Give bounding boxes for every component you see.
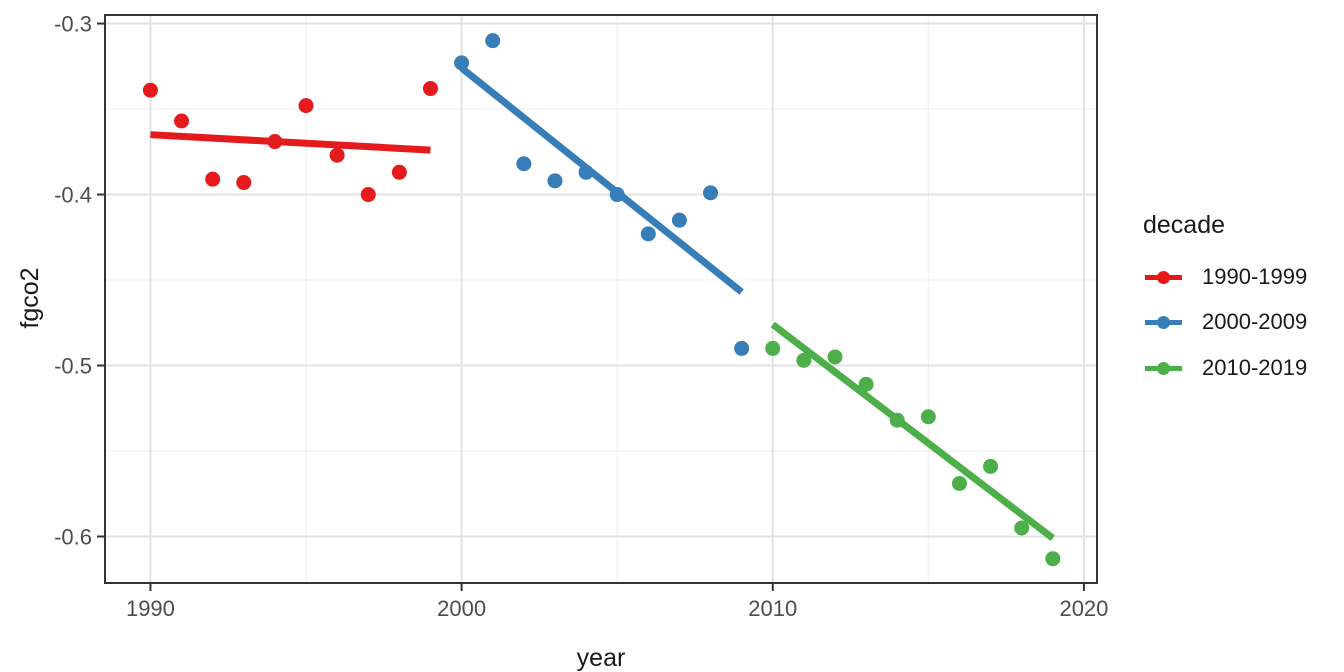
- data-point-2010-2019: [796, 352, 812, 368]
- data-point-1990-1999: [422, 81, 438, 97]
- y-tick-label: -0.4: [54, 183, 92, 208]
- data-point-2010-2019: [920, 409, 936, 425]
- legend-key-line-dot-icon: [1145, 264, 1182, 290]
- y-tick-label: -0.5: [54, 354, 92, 379]
- legend-entry-label: 1990-1999: [1202, 264, 1308, 289]
- data-point-2000-2009: [640, 226, 656, 242]
- data-point-2000-2009: [671, 212, 687, 228]
- legend-entry-label: 2010-2019: [1202, 355, 1308, 380]
- y-tick-label: -0.6: [54, 524, 92, 549]
- x-axis-title: year: [576, 644, 626, 672]
- series-2010-2019: [765, 321, 1061, 567]
- data-point-2010-2019: [1014, 520, 1030, 536]
- data-point-1990-1999: [205, 171, 221, 187]
- data-point-1990-1999: [236, 175, 252, 191]
- trend-line-1990-1999: [150, 131, 431, 154]
- y-axis-title: fgco2: [16, 267, 44, 329]
- data-point-2010-2019: [951, 475, 967, 491]
- x-tick-label: 1990: [126, 596, 175, 621]
- data-point-2010-2019: [827, 349, 843, 365]
- legend-entry-label: 2000-2009: [1202, 309, 1308, 334]
- data-point-1990-1999: [360, 187, 376, 203]
- data-point-2000-2009: [516, 156, 532, 172]
- x-tick-label: 2020: [1059, 596, 1108, 621]
- plot-panel: [105, 15, 1097, 583]
- legend-title: decade: [1143, 211, 1226, 239]
- legend: decade 1990-1999 2000-2009 2010-2019: [1143, 0, 1343, 672]
- data-point-2000-2009: [734, 340, 750, 356]
- series-1990-1999: [142, 81, 438, 203]
- data-point-2000-2009: [547, 173, 563, 189]
- data-point-1990-1999: [329, 147, 345, 163]
- data-point-1990-1999: [174, 113, 190, 129]
- data-point-1990-1999: [391, 164, 407, 180]
- data-point-1990-1999: [142, 82, 158, 98]
- data-point-1990-1999: [298, 98, 314, 114]
- x-tick-label: 2010: [748, 596, 797, 621]
- data-point-2010-2019: [1045, 551, 1061, 567]
- data-point-2000-2009: [703, 185, 719, 201]
- data-point-2010-2019: [858, 376, 874, 392]
- trend-line-2010-2019: [770, 321, 1055, 541]
- legend-entry-2010-2019: 2010-2019: [1143, 353, 1307, 383]
- x-tick-label: 2000: [437, 596, 486, 621]
- legend-entry-1990-1999: 1990-1999: [1143, 262, 1307, 292]
- legend-entry-2000-2009: 2000-2009: [1143, 307, 1307, 337]
- data-point-2010-2019: [983, 458, 999, 474]
- series-2000-2009: [454, 33, 750, 356]
- data-point-2000-2009: [485, 33, 501, 49]
- data-point-2010-2019: [765, 340, 781, 356]
- legend-key-line-dot-icon: [1145, 309, 1182, 335]
- panel-border: [104, 14, 1098, 584]
- legend-key-line-dot-icon: [1145, 355, 1182, 381]
- y-tick-label: -0.3: [54, 12, 92, 37]
- trend-line-2000-2009: [459, 65, 744, 295]
